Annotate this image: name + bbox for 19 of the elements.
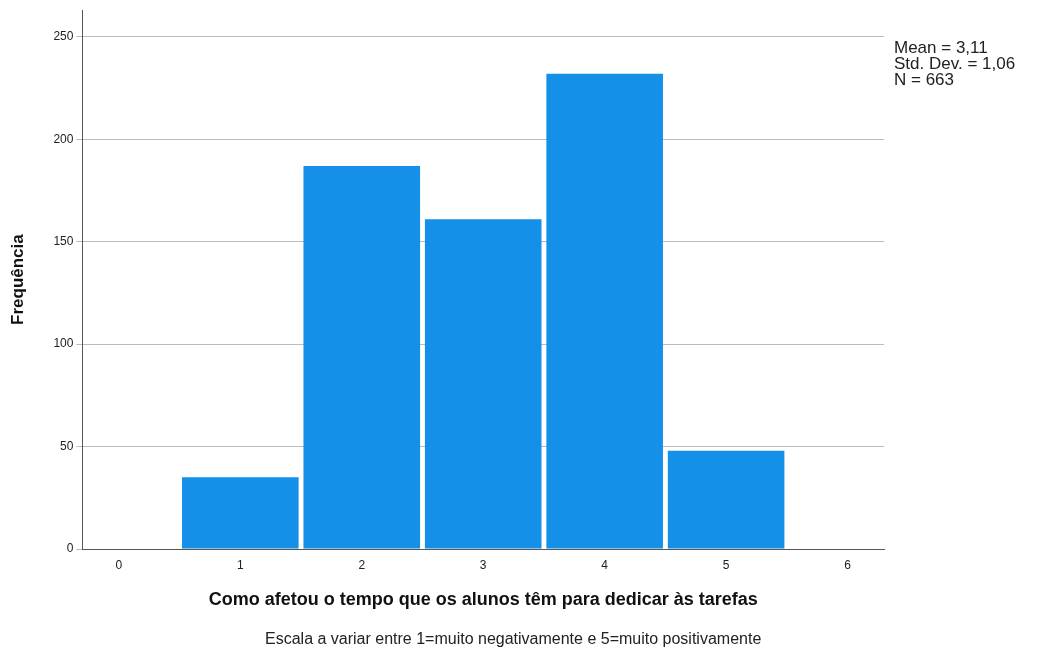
y-tick-label: 200: [53, 131, 74, 146]
x-tick-label: 2: [358, 557, 366, 572]
x-tick-label: 0: [115, 557, 123, 572]
text: Std. Dev. = 1,06: [894, 54, 1016, 73]
x-axis-title: Como afetou o tempo que os alunos têm para dedicar às tarefas: [208, 589, 758, 610]
y-axis-title: Frequência: [7, 233, 27, 325]
text: Escala a variar entre 1=muito negativamente e 5=muito positivamente: [265, 630, 762, 648]
y-tick-label: 150: [53, 234, 74, 249]
y-tick-label: 100: [53, 336, 74, 351]
text: N = 663: [894, 70, 955, 89]
text: Mean = 3,11: [894, 38, 989, 57]
y-tick-label: 50: [60, 438, 74, 453]
x-tick-label: 6: [844, 557, 852, 572]
y-tick-label: 0: [66, 541, 74, 556]
x-tick-label: 3: [479, 557, 487, 572]
x-tick-label: 5: [722, 557, 730, 572]
x-tick-label: 4: [601, 557, 609, 572]
y-tick-label: 250: [53, 29, 74, 44]
x-tick-label: 1: [236, 557, 244, 572]
